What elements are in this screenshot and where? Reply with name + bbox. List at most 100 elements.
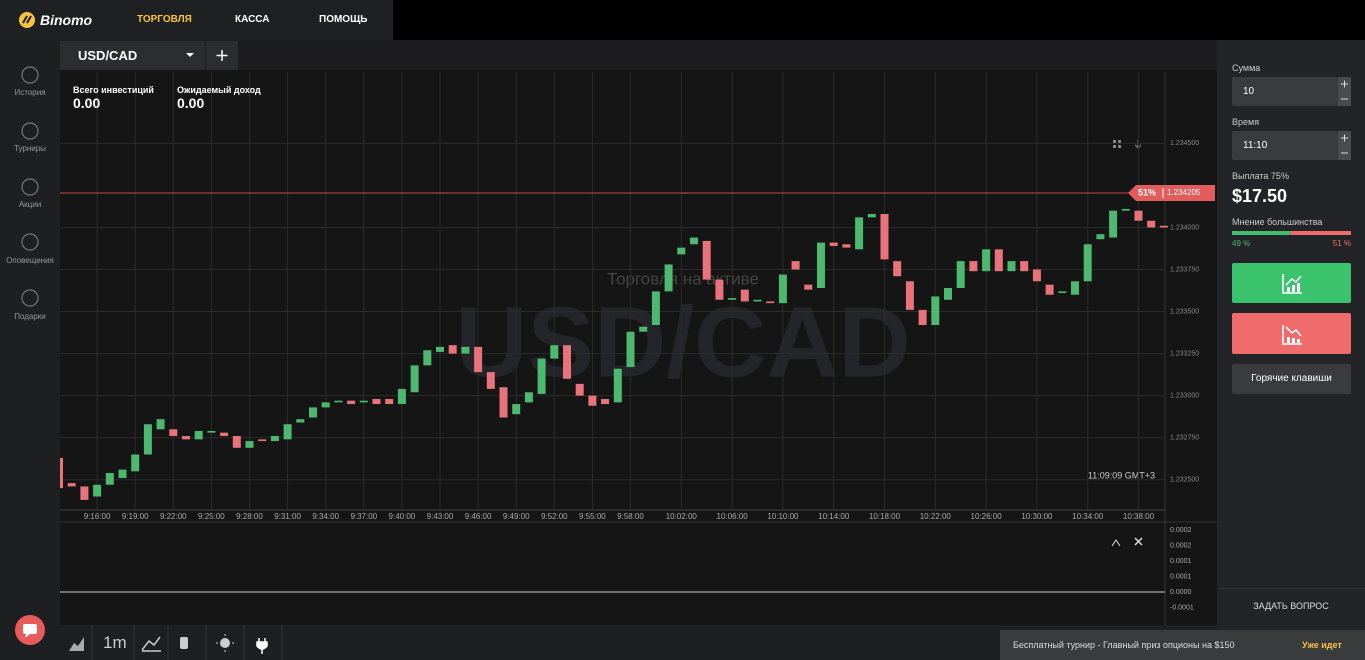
sidebar <box>0 40 60 660</box>
candle <box>804 284 813 290</box>
banner[interactable] <box>1000 630 1365 660</box>
amount-input[interactable]: 10 <box>1232 77 1338 106</box>
candle <box>397 388 406 405</box>
candle <box>601 399 610 405</box>
candle <box>563 345 571 379</box>
candle <box>169 429 178 436</box>
sidebar-item[interactable]: Оповещения <box>6 256 54 265</box>
y-tick-label: 1.233500 <box>1170 308 1199 315</box>
nav-item[interactable]: ТОРГОВЛЯ <box>137 14 192 25</box>
majority-down-bar <box>1290 231 1351 235</box>
candle <box>944 288 952 300</box>
indicator-tick-label: 0.0001 <box>1170 558 1192 565</box>
x-tick-label: 9:34:00 <box>312 512 339 521</box>
candle <box>931 296 940 325</box>
asset-tab[interactable] <box>60 41 205 70</box>
stat-label: Ожидаемый доход <box>177 85 261 95</box>
hotkeys-button[interactable]: Горячие клавиши <box>1232 364 1351 394</box>
candle <box>715 279 724 300</box>
y-tick-label: 1.232500 <box>1170 477 1199 484</box>
x-tick-label: 9:58:00 <box>617 512 644 521</box>
x-tick-label: 10:26:00 <box>971 512 1003 521</box>
candle <box>1159 225 1168 228</box>
indicator-tick-label: 0.0002 <box>1170 527 1192 534</box>
majority-label: Мнение большинства <box>1232 217 1323 227</box>
chat-button[interactable] <box>14 614 46 646</box>
candle <box>499 387 508 418</box>
candle <box>118 469 127 479</box>
stat-label: Всего инвестиций <box>73 85 154 95</box>
header <box>0 0 393 40</box>
candle <box>740 289 749 302</box>
candle <box>982 249 991 272</box>
sidebar-item[interactable]: История <box>14 88 46 97</box>
candle <box>1020 261 1029 272</box>
x-tick-label: 10:30:00 <box>1021 512 1053 521</box>
watermark: USD/CAD <box>455 286 911 398</box>
candle <box>156 419 165 430</box>
candle <box>651 291 660 325</box>
x-tick-label: 9:28:00 <box>236 512 263 521</box>
sidebar-icons <box>21 66 39 307</box>
candle <box>93 484 102 497</box>
x-tick-label: 9:19:00 <box>122 512 149 521</box>
candle <box>60 457 63 489</box>
tab-bar <box>60 40 1217 70</box>
logo-icon <box>19 12 35 28</box>
amount-label: Сумма <box>1232 63 1261 73</box>
candle <box>410 365 419 393</box>
candle <box>766 301 775 304</box>
panel-up[interactable] <box>1111 539 1121 547</box>
candle <box>105 473 114 485</box>
candle <box>524 392 533 403</box>
candle <box>702 240 711 280</box>
candle <box>245 441 254 448</box>
call-button[interactable] <box>1232 263 1351 303</box>
nav-item[interactable]: ПОМОЩЬ <box>319 14 368 25</box>
toolbar-icons <box>69 625 283 660</box>
amount-stepper[interactable] <box>1338 77 1351 106</box>
indicator-tick-label: 0.0001 <box>1170 573 1192 580</box>
banner-status: Уже идет <box>1302 640 1342 650</box>
logo[interactable]: Binomo <box>40 12 93 28</box>
majority-bar <box>1232 231 1351 235</box>
put-button[interactable] <box>1232 313 1351 354</box>
time-input[interactable]: 11:10 <box>1232 131 1338 160</box>
candle <box>664 264 673 292</box>
stat-value: 0.00 <box>73 95 101 111</box>
panel-close[interactable] <box>1134 537 1143 546</box>
candle <box>194 430 203 440</box>
candle <box>677 247 686 255</box>
candle <box>67 483 76 487</box>
price-tag-value: 1.234205 <box>1167 188 1201 197</box>
sidebar-item[interactable]: Акции <box>18 200 42 209</box>
stat-value: 0.00 <box>177 95 205 111</box>
y-tick-label: 1.233750 <box>1170 266 1199 273</box>
candle <box>270 436 279 442</box>
candle <box>486 372 495 389</box>
sidebar-item[interactable]: Турниры <box>14 144 46 153</box>
candle <box>969 261 978 272</box>
candle <box>550 345 559 359</box>
majority-up: 49 % <box>1232 239 1251 248</box>
candle <box>791 261 800 270</box>
ask-button[interactable]: ЗАДАТЬ ВОПРОС <box>1253 601 1329 611</box>
candle <box>1032 269 1041 282</box>
candle <box>588 395 597 406</box>
x-tick-label: 10:14:00 <box>818 512 850 521</box>
add-tab[interactable] <box>206 41 238 70</box>
time-stepper[interactable] <box>1338 131 1351 160</box>
asset-name: USD/CAD <box>78 48 138 63</box>
indicator-tick-label: 0.0000 <box>1170 589 1192 596</box>
candle <box>1083 244 1092 282</box>
candle <box>1134 210 1143 221</box>
sidebar-item[interactable]: Подарки <box>14 312 46 321</box>
candle <box>385 399 394 405</box>
candle <box>512 404 521 415</box>
nav-item[interactable]: КАССА <box>235 14 270 25</box>
x-tick-label: 9:46:00 <box>465 512 492 521</box>
y-tick-label: 1.234500 <box>1170 140 1199 147</box>
timeframe[interactable]: 1m <box>103 633 127 652</box>
candle <box>182 436 190 440</box>
candle <box>80 486 89 500</box>
